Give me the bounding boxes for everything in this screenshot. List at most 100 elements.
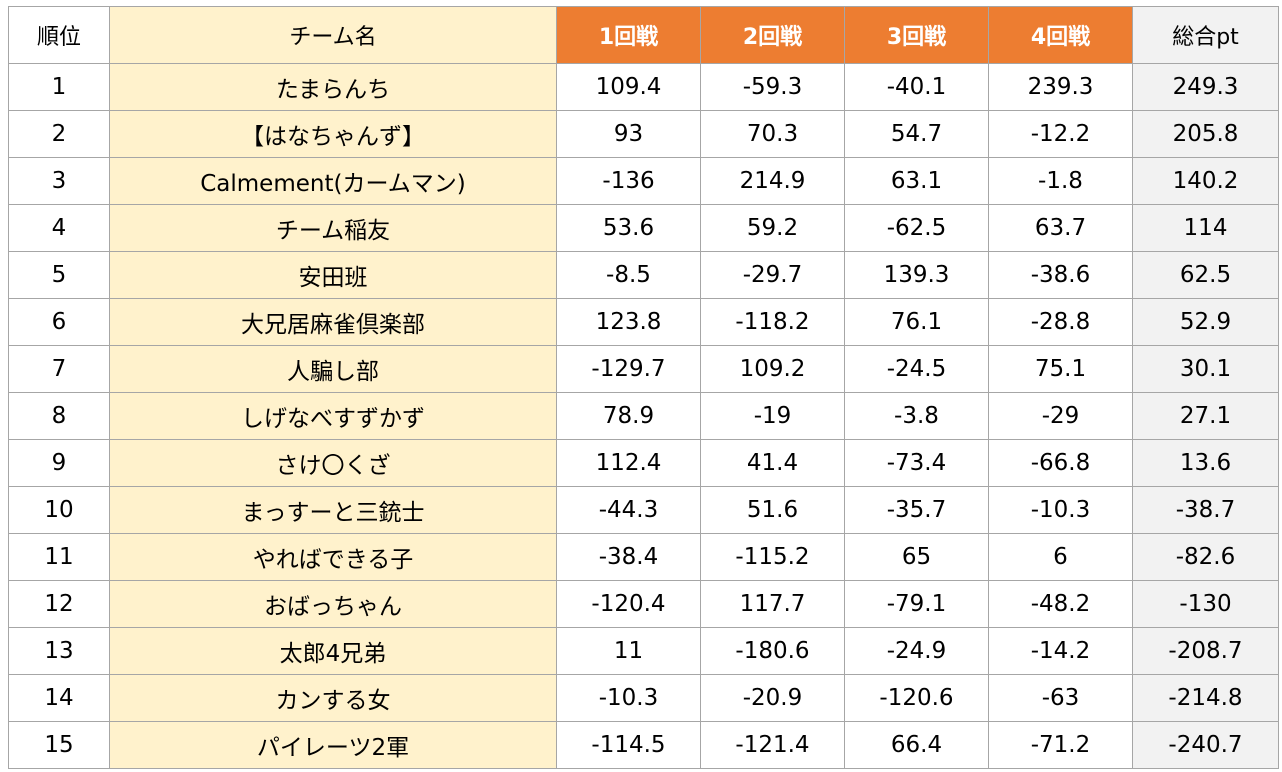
cell-round3: 63.1 <box>844 157 989 205</box>
cell-team-name: 大兄居麻雀倶楽部 <box>109 298 557 346</box>
cell-rank: 5 <box>8 251 110 299</box>
standings-table: 順位 チーム名 1回戦 2回戦 3回戦 4回戦 総合pt 1 たまらんち 109.4… <box>8 6 1279 769</box>
cell-round2: -59.3 <box>700 63 845 111</box>
cell-team-name: 【はなちゃんず】 <box>109 110 557 158</box>
header-rank: 順位 <box>8 6 110 64</box>
cell-round4: 75.1 <box>988 345 1133 393</box>
table-row: 5 安田班 -8.5 -29.7 139.3 -38.6 62.5 <box>8 251 1279 299</box>
cell-round1: 11 <box>556 627 701 675</box>
cell-total: -214.8 <box>1132 674 1279 722</box>
cell-round2: 117.7 <box>700 580 845 628</box>
table-row: 12 おばっちゃん -120.4 117.7 -79.1 -48.2 -130 <box>8 580 1279 628</box>
cell-rank: 6 <box>8 298 110 346</box>
cell-rank: 14 <box>8 674 110 722</box>
cell-round2: -19 <box>700 392 845 440</box>
table-row: 2 【はなちゃんず】 93 70.3 54.7 -12.2 205.8 <box>8 110 1279 158</box>
cell-round1: 123.8 <box>556 298 701 346</box>
cell-round1: 78.9 <box>556 392 701 440</box>
cell-round2: -180.6 <box>700 627 845 675</box>
cell-total: 13.6 <box>1132 439 1279 487</box>
cell-team-name: チーム稲友 <box>109 204 557 252</box>
cell-total: 27.1 <box>1132 392 1279 440</box>
cell-total: 114 <box>1132 204 1279 252</box>
cell-team-name: 太郎4兄弟 <box>109 627 557 675</box>
cell-rank: 8 <box>8 392 110 440</box>
cell-round3: -24.5 <box>844 345 989 393</box>
cell-round2: 41.4 <box>700 439 845 487</box>
cell-round4: -12.2 <box>988 110 1133 158</box>
cell-round1: -120.4 <box>556 580 701 628</box>
cell-team-name: たまらんち <box>109 63 557 111</box>
cell-round1: -114.5 <box>556 721 701 769</box>
cell-team-name: さけ〇くざ <box>109 439 557 487</box>
cell-rank: 9 <box>8 439 110 487</box>
cell-total: -82.6 <box>1132 533 1279 581</box>
cell-total: 62.5 <box>1132 251 1279 299</box>
cell-round2: 109.2 <box>700 345 845 393</box>
cell-team-name: Calmement(カームマン) <box>109 157 557 205</box>
table-row: 6 大兄居麻雀倶楽部 123.8 -118.2 76.1 -28.8 52.9 <box>8 298 1279 346</box>
cell-round2: 214.9 <box>700 157 845 205</box>
header-round2: 2回戦 <box>700 6 845 64</box>
cell-team-name: まっすーと三銃士 <box>109 486 557 534</box>
table-row: 8 しげなべすずかず 78.9 -19 -3.8 -29 27.1 <box>8 392 1279 440</box>
cell-total: -38.7 <box>1132 486 1279 534</box>
cell-round3: 66.4 <box>844 721 989 769</box>
cell-rank: 10 <box>8 486 110 534</box>
cell-total: 249.3 <box>1132 63 1279 111</box>
cell-round3: -79.1 <box>844 580 989 628</box>
table-row: 3 Calmement(カームマン) -136 214.9 63.1 -1.8 140.2 <box>8 157 1279 205</box>
table-row: 7 人騙し部 -129.7 109.2 -24.5 75.1 30.1 <box>8 345 1279 393</box>
cell-total: 140.2 <box>1132 157 1279 205</box>
table-body: 1 たまらんち 109.4 -59.3 -40.1 239.3 249.3 2 【はなちゃんず】… <box>8 63 1279 769</box>
header-team: チーム名 <box>109 6 557 64</box>
cell-round4: -14.2 <box>988 627 1133 675</box>
cell-rank: 15 <box>8 721 110 769</box>
header-total: 総合pt <box>1132 6 1279 64</box>
cell-round3: -120.6 <box>844 674 989 722</box>
cell-round1: -38.4 <box>556 533 701 581</box>
cell-round3: 139.3 <box>844 251 989 299</box>
table-row: 14 カンする女 -10.3 -20.9 -120.6 -63 -214.8 <box>8 674 1279 722</box>
table-row: 9 さけ〇くざ 112.4 41.4 -73.4 -66.8 13.6 <box>8 439 1279 487</box>
cell-round4: -28.8 <box>988 298 1133 346</box>
cell-team-name: しげなべすずかず <box>109 392 557 440</box>
cell-round3: -73.4 <box>844 439 989 487</box>
cell-round2: -115.2 <box>700 533 845 581</box>
cell-round1: -44.3 <box>556 486 701 534</box>
cell-round1: 93 <box>556 110 701 158</box>
table-row: 1 たまらんち 109.4 -59.3 -40.1 239.3 249.3 <box>8 63 1279 111</box>
cell-total: 30.1 <box>1132 345 1279 393</box>
cell-team-name: やればできる子 <box>109 533 557 581</box>
header-row: 順位 チーム名 1回戦 2回戦 3回戦 4回戦 総合pt <box>8 6 1279 64</box>
cell-round1: 109.4 <box>556 63 701 111</box>
cell-round3: 65 <box>844 533 989 581</box>
table-header: 順位 チーム名 1回戦 2回戦 3回戦 4回戦 総合pt <box>8 6 1279 64</box>
cell-round4: -38.6 <box>988 251 1133 299</box>
cell-rank: 1 <box>8 63 110 111</box>
cell-round3: -24.9 <box>844 627 989 675</box>
cell-round2: -121.4 <box>700 721 845 769</box>
cell-round1: -10.3 <box>556 674 701 722</box>
cell-rank: 3 <box>8 157 110 205</box>
cell-round3: 54.7 <box>844 110 989 158</box>
cell-round3: -62.5 <box>844 204 989 252</box>
cell-total: -130 <box>1132 580 1279 628</box>
cell-round1: -136 <box>556 157 701 205</box>
table-row: 4 チーム稲友 53.6 59.2 -62.5 63.7 114 <box>8 204 1279 252</box>
cell-team-name: 安田班 <box>109 251 557 299</box>
header-round3: 3回戦 <box>844 6 989 64</box>
table-row: 13 太郎4兄弟 11 -180.6 -24.9 -14.2 -208.7 <box>8 627 1279 675</box>
cell-team-name: カンする女 <box>109 674 557 722</box>
cell-round2: 70.3 <box>700 110 845 158</box>
cell-round4: -29 <box>988 392 1133 440</box>
cell-round4: 6 <box>988 533 1133 581</box>
cell-round4: 63.7 <box>988 204 1133 252</box>
cell-round4: -63 <box>988 674 1133 722</box>
cell-round2: -118.2 <box>700 298 845 346</box>
cell-round2: 51.6 <box>700 486 845 534</box>
cell-team-name: おばっちゃん <box>109 580 557 628</box>
cell-round2: -29.7 <box>700 251 845 299</box>
cell-round3: -3.8 <box>844 392 989 440</box>
header-round1: 1回戦 <box>556 6 701 64</box>
